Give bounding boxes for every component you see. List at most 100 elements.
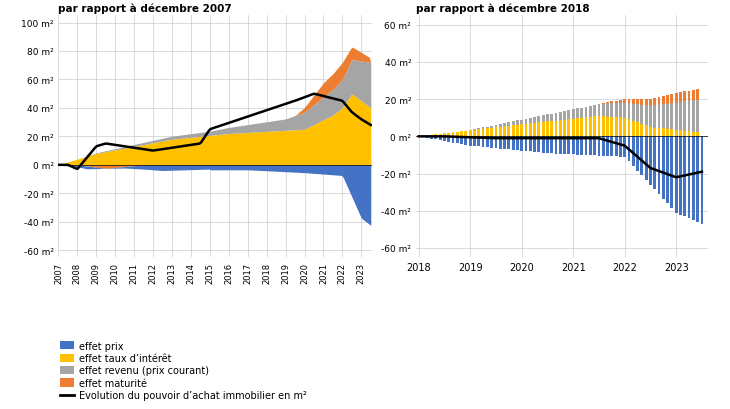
- Bar: [555, 121, 558, 137]
- Bar: [662, 129, 665, 137]
- Bar: [670, 95, 673, 104]
- Bar: [615, 101, 618, 104]
- Bar: [593, 117, 596, 137]
- Bar: [507, 126, 510, 137]
- Bar: [645, 106, 648, 126]
- Bar: [653, 137, 656, 190]
- Bar: [555, 137, 558, 154]
- Bar: [696, 101, 699, 133]
- Bar: [443, 137, 446, 142]
- Bar: [598, 137, 600, 156]
- Bar: [499, 137, 502, 149]
- Bar: [460, 132, 463, 137]
- Bar: [606, 117, 609, 137]
- Bar: [525, 137, 527, 152]
- Bar: [606, 104, 609, 117]
- Bar: [507, 137, 510, 150]
- Bar: [619, 104, 622, 118]
- Bar: [580, 137, 583, 155]
- Bar: [615, 104, 618, 118]
- Bar: [679, 103, 682, 131]
- Bar: [649, 99, 652, 107]
- Bar: [640, 99, 643, 106]
- Bar: [426, 137, 429, 139]
- Bar: [645, 137, 648, 181]
- Bar: [567, 137, 570, 155]
- Bar: [494, 137, 497, 149]
- Bar: [602, 104, 604, 117]
- Bar: [464, 131, 467, 137]
- Bar: [503, 124, 506, 127]
- Bar: [589, 137, 592, 156]
- Bar: [567, 120, 570, 137]
- Bar: [649, 128, 652, 137]
- Bar: [670, 130, 673, 137]
- Bar: [546, 122, 549, 137]
- Bar: [491, 137, 493, 148]
- Bar: [615, 137, 618, 157]
- Bar: [593, 137, 596, 156]
- Bar: [675, 130, 677, 137]
- Bar: [546, 115, 549, 122]
- Bar: [469, 131, 472, 137]
- Bar: [683, 92, 686, 102]
- Bar: [636, 105, 639, 123]
- Bar: [628, 104, 631, 120]
- Bar: [533, 124, 536, 137]
- Bar: [589, 106, 592, 117]
- Bar: [696, 137, 699, 222]
- Bar: [477, 129, 480, 130]
- Bar: [658, 137, 661, 195]
- Bar: [520, 125, 523, 137]
- Bar: [576, 137, 579, 155]
- Bar: [666, 96, 669, 104]
- Bar: [430, 135, 433, 137]
- Bar: [520, 137, 523, 151]
- Bar: [602, 117, 604, 137]
- Bar: [692, 137, 695, 220]
- Bar: [563, 137, 566, 155]
- Bar: [550, 115, 553, 122]
- Bar: [477, 130, 480, 137]
- Bar: [636, 137, 639, 171]
- Bar: [486, 137, 489, 148]
- Bar: [640, 106, 643, 125]
- Bar: [606, 103, 609, 104]
- Bar: [619, 118, 622, 137]
- Bar: [456, 133, 458, 137]
- Bar: [679, 131, 682, 137]
- Bar: [688, 132, 691, 137]
- Bar: [628, 100, 631, 104]
- Bar: [598, 105, 600, 117]
- Bar: [572, 137, 575, 155]
- Bar: [482, 128, 485, 129]
- Bar: [675, 137, 677, 213]
- Bar: [628, 137, 631, 162]
- Bar: [670, 104, 673, 130]
- Bar: [670, 137, 673, 209]
- Bar: [529, 119, 531, 124]
- Bar: [688, 91, 691, 101]
- Bar: [683, 131, 686, 137]
- Bar: [645, 126, 648, 137]
- Bar: [662, 137, 665, 199]
- Bar: [610, 137, 613, 157]
- Bar: [623, 103, 626, 119]
- Bar: [447, 137, 450, 142]
- Bar: [491, 126, 493, 128]
- Bar: [503, 137, 506, 150]
- Bar: [662, 105, 665, 129]
- Bar: [456, 137, 458, 144]
- Bar: [452, 137, 454, 143]
- Bar: [439, 137, 442, 141]
- Bar: [576, 119, 579, 137]
- Bar: [499, 125, 502, 127]
- Bar: [619, 101, 622, 104]
- Bar: [623, 119, 626, 137]
- Bar: [602, 137, 604, 156]
- Bar: [503, 127, 506, 137]
- Bar: [533, 118, 536, 124]
- Bar: [572, 110, 575, 119]
- Bar: [598, 117, 600, 137]
- Bar: [529, 137, 531, 152]
